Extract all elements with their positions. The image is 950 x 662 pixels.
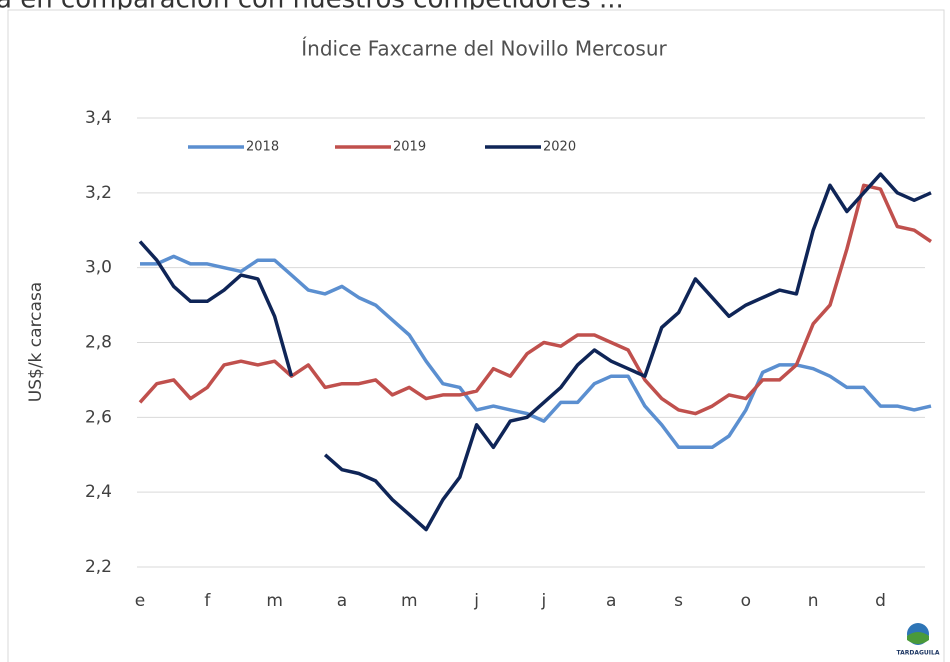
x-tick-label: e — [135, 591, 145, 611]
x-tick-label: o — [741, 591, 751, 611]
y-tick-label: 3,4 — [85, 108, 112, 128]
y-tick-label: 2,4 — [85, 482, 112, 502]
line-series — [138, 172, 932, 532]
logo-shape — [907, 632, 929, 644]
x-tick-label: j — [541, 591, 547, 611]
x-tick-label: s — [674, 591, 683, 611]
x-tick-label: a — [337, 591, 347, 611]
y-tick-label: 2,6 — [85, 407, 112, 427]
x-tick-label: f — [204, 591, 211, 611]
x-tick-label: m — [401, 591, 418, 611]
chart-title: Índice Faxcarne del Novillo Mercosur — [301, 37, 667, 61]
x-tick-label: n — [808, 591, 819, 611]
x-tick-label: d — [875, 591, 886, 611]
legend-label: 2018 — [246, 140, 279, 155]
y-tick-label: 2,2 — [85, 557, 112, 577]
y-tick-label: 3,0 — [85, 258, 112, 278]
legend-label: 2019 — [393, 140, 426, 155]
line-series — [140, 254, 932, 450]
legend-label: 2020 — [543, 140, 576, 155]
x-tick-label: m — [266, 591, 283, 611]
y-tick-label: 2,8 — [85, 333, 112, 353]
logo-text: TARDAGUILA — [896, 650, 939, 657]
y-tick-label: 3,2 — [85, 183, 112, 203]
chart-frame — [7, 9, 945, 662]
line-series — [138, 183, 932, 416]
x-tick-label: a — [606, 591, 616, 611]
x-tick-label: j — [473, 591, 479, 611]
y-axis-title: US$/k carcasa — [26, 282, 46, 402]
